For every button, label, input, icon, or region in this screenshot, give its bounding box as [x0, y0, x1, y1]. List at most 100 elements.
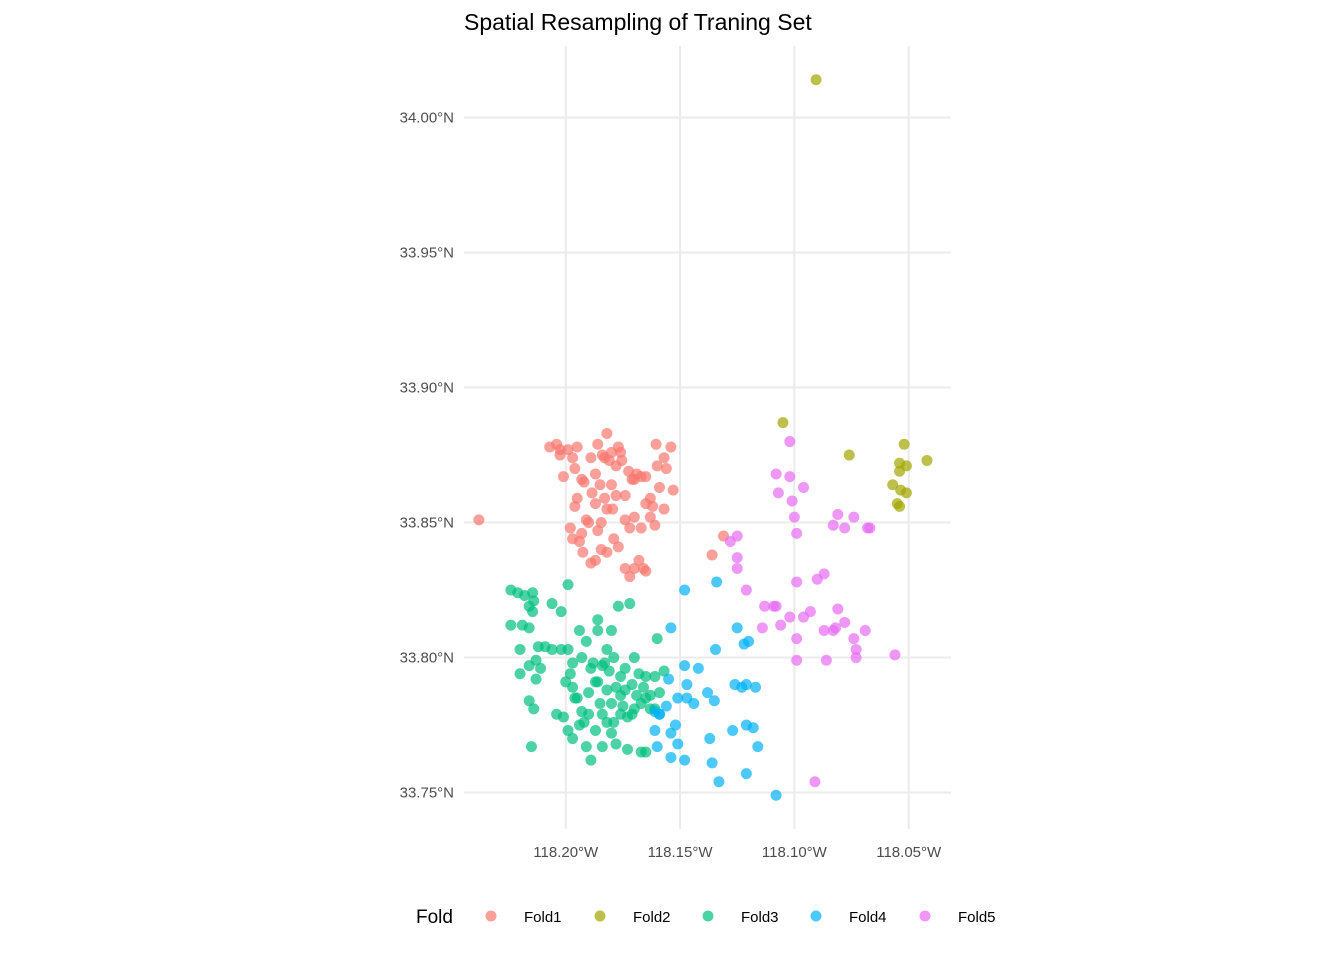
data-point-fold1 [573, 535, 585, 547]
legend-key-fold5 [919, 910, 931, 922]
data-point-fold4 [679, 754, 691, 766]
data-point-fold3 [653, 687, 665, 699]
data-point-fold4 [681, 679, 693, 691]
data-point-fold5 [784, 611, 796, 623]
x-axis-tick-labels: 118.20°W 118.15°W 118.10°W 118.05°W [533, 844, 942, 861]
y-tick-label: 33.95°N [400, 245, 454, 262]
legend-label: Fold2 [633, 909, 671, 926]
data-point-fold3 [603, 665, 615, 677]
data-point-fold1 [633, 554, 645, 566]
data-point-fold1 [554, 449, 566, 461]
data-point-fold3 [628, 652, 640, 664]
data-point-fold4 [711, 576, 723, 588]
data-point-fold4 [727, 724, 739, 736]
data-point-fold3 [605, 727, 617, 739]
data-point-fold1 [616, 454, 628, 466]
data-point-fold4 [663, 673, 675, 685]
data-point-fold4 [649, 724, 661, 736]
data-point-fold3 [596, 741, 608, 753]
data-point-fold1 [660, 463, 672, 475]
data-point-fold1 [608, 533, 620, 545]
data-point-fold4 [665, 622, 677, 634]
data-point-fold3 [649, 670, 661, 682]
data-point-fold5 [786, 495, 798, 507]
data-point-fold1 [564, 522, 576, 534]
data-point-fold3 [564, 668, 576, 680]
data-point-fold4 [665, 751, 677, 763]
data-point-fold1 [592, 438, 604, 450]
data-point-fold5 [848, 633, 860, 645]
data-point-fold3 [631, 689, 643, 701]
data-point-fold3 [528, 703, 540, 715]
data-points [473, 74, 933, 801]
data-point-fold3 [567, 657, 579, 669]
legend-item-fold2: Fold2 [594, 909, 671, 926]
data-point-fold5 [788, 511, 800, 523]
data-point-fold3 [525, 741, 537, 753]
data-point-fold3 [557, 711, 569, 723]
data-point-fold3 [596, 708, 608, 720]
data-point-fold1 [653, 481, 665, 493]
data-point-fold5 [791, 576, 803, 588]
data-point-fold5 [731, 530, 743, 542]
data-point-fold2 [843, 449, 855, 461]
data-point-fold1 [601, 546, 613, 558]
data-point-fold3 [599, 657, 611, 669]
data-point-fold5 [864, 522, 876, 534]
data-point-fold5 [827, 519, 839, 531]
data-point-fold3 [651, 633, 663, 645]
data-point-fold3 [527, 606, 539, 618]
data-point-fold3 [626, 679, 638, 691]
data-point-fold3 [612, 600, 624, 612]
data-point-fold1 [585, 452, 597, 464]
data-point-fold1 [619, 562, 631, 574]
data-point-fold1 [658, 503, 670, 515]
data-point-fold5 [791, 633, 803, 645]
data-point-fold1 [571, 492, 583, 504]
data-point-fold1 [577, 546, 589, 558]
data-point-fold1 [628, 511, 640, 523]
data-point-fold3 [562, 579, 574, 591]
data-point-fold5 [798, 481, 810, 493]
data-point-fold3 [527, 587, 539, 599]
data-point-fold5 [784, 436, 796, 448]
legend: Fold Fold1 Fold2 Fold3 Fold4 Fold5 [416, 907, 996, 928]
data-point-fold2 [777, 417, 789, 429]
data-point-fold3 [621, 711, 633, 723]
data-point-fold3 [610, 681, 622, 693]
data-point-fold3 [621, 743, 633, 755]
data-point-fold1 [619, 490, 631, 502]
data-point-fold3 [546, 643, 558, 655]
data-point-fold1 [658, 452, 670, 464]
data-point-fold4 [692, 662, 704, 674]
data-point-fold4 [653, 708, 665, 720]
x-tick-label: 118.10°W [762, 844, 828, 861]
data-point-fold1 [578, 476, 590, 488]
data-point-fold4 [679, 660, 691, 672]
data-point-fold3 [592, 614, 604, 626]
data-point-fold1 [562, 444, 574, 456]
data-point-fold5 [850, 643, 862, 655]
data-point-fold5 [811, 573, 823, 585]
data-point-fold5 [775, 619, 787, 631]
y-axis-tick-labels: 33.75°N 33.80°N 33.85°N 33.90°N 33.95°N 34.00… [400, 110, 454, 802]
data-point-fold1 [640, 471, 652, 483]
legend-label: Fold4 [849, 909, 887, 926]
legend-title: Fold [416, 907, 453, 928]
data-point-fold1 [599, 492, 611, 504]
data-point-fold5 [889, 649, 901, 661]
data-point-fold1 [644, 511, 656, 523]
data-point-fold1 [649, 519, 661, 531]
data-point-fold5 [832, 603, 844, 615]
data-point-fold5 [809, 776, 821, 788]
data-point-fold3 [567, 681, 579, 693]
legend-key-fold3 [702, 910, 714, 922]
legend-key-fold4 [810, 910, 822, 922]
data-point-fold2 [921, 454, 933, 466]
data-point-fold5 [759, 600, 771, 612]
data-point-fold2 [894, 465, 906, 477]
y-tick-label: 33.80°N [400, 650, 454, 667]
data-point-fold4 [679, 584, 691, 596]
data-point-fold3 [583, 708, 595, 720]
